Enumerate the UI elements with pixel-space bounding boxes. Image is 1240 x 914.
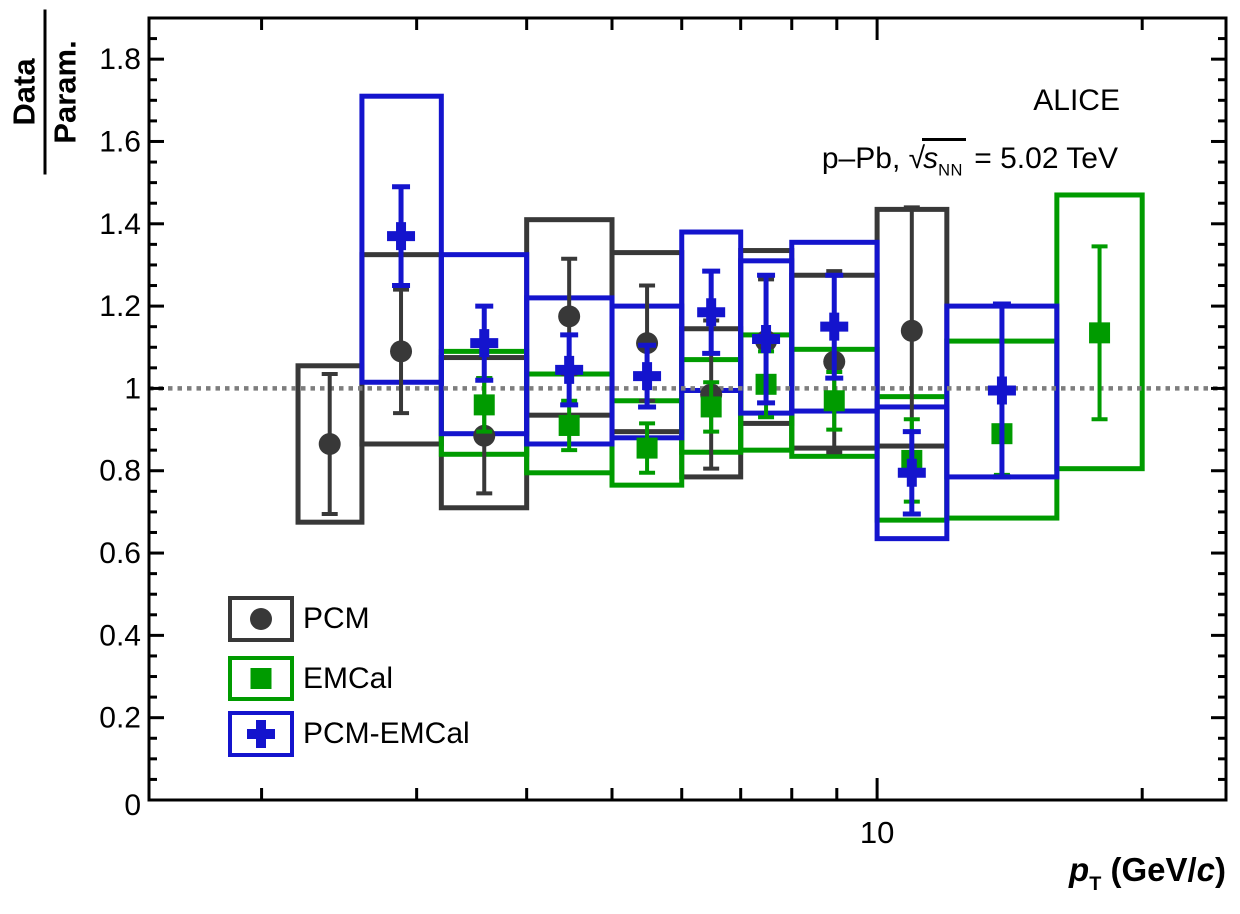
system-prefix: p–Pb, bbox=[821, 142, 909, 175]
cross-marker bbox=[555, 355, 584, 384]
y-axis-ticks: 0 0.2 0.4 0.6 0.8 1 1.2 1.4 1.6 1.8 bbox=[99, 16, 1226, 822]
x-tick-label: 10 bbox=[860, 815, 894, 850]
square-marker bbox=[558, 414, 580, 436]
y-tick-label: 0 bbox=[124, 789, 141, 822]
x-title-p: p bbox=[1069, 851, 1090, 888]
x-title-units-close: ) bbox=[1215, 851, 1226, 888]
x-title-units-open: (GeV/ bbox=[1101, 851, 1197, 888]
cross-marker bbox=[247, 720, 275, 748]
y-tick-label: 0.6 bbox=[99, 537, 141, 570]
y-axis-title-denominator: Param. bbox=[47, 40, 83, 144]
cross-marker bbox=[633, 362, 662, 391]
circle-marker bbox=[390, 340, 413, 363]
y-tick-label: 1.6 bbox=[99, 125, 141, 158]
cross-marker bbox=[752, 325, 781, 354]
square-marker bbox=[700, 396, 722, 418]
y-tick-label: 0.4 bbox=[99, 619, 141, 652]
cross-marker bbox=[470, 329, 499, 358]
square-marker bbox=[823, 390, 845, 412]
annotation-collision-system: p–Pb, √sNN = 5.02 TeV bbox=[822, 138, 1118, 180]
circle-marker bbox=[250, 608, 272, 630]
pcm-emcal-points bbox=[387, 184, 1016, 517]
sqrt-argument: sNN bbox=[922, 138, 966, 180]
square-marker bbox=[473, 394, 495, 416]
cross-marker bbox=[820, 312, 849, 341]
circle-marker bbox=[900, 319, 923, 342]
y-tick-label: 0.2 bbox=[99, 702, 141, 735]
square-marker bbox=[636, 437, 658, 459]
legend-swatch-box bbox=[228, 711, 294, 757]
x-title-c: c bbox=[1196, 851, 1215, 888]
y-axis-title: Data Param. bbox=[6, 9, 91, 175]
circle-marker bbox=[558, 305, 581, 328]
sqrt-s: s bbox=[923, 142, 939, 175]
y-tick-label: 1.2 bbox=[99, 290, 141, 323]
x-title-sub: T bbox=[1089, 872, 1102, 895]
y-axis-title-numerator: Data bbox=[6, 9, 47, 175]
x-axis-ticks: 10 bbox=[260, 18, 1144, 850]
legend-label-pcm-emcal: PCM-EMCal bbox=[303, 717, 470, 750]
y-tick-label: 1.8 bbox=[99, 43, 141, 76]
annotation-experiment: ALICE bbox=[1033, 84, 1120, 117]
sqrt-radical: √ bbox=[908, 142, 926, 175]
y-tick-label: 0.8 bbox=[99, 455, 141, 488]
legend-label-emcal: EMCal bbox=[303, 662, 394, 695]
system-suffix: = 5.02 TeV bbox=[965, 142, 1118, 175]
cross-marker bbox=[987, 376, 1016, 405]
square-marker bbox=[250, 668, 272, 689]
cross-marker bbox=[697, 298, 726, 327]
legend-label-pcm: PCM bbox=[303, 602, 370, 635]
circle-marker bbox=[318, 432, 341, 455]
cross-marker bbox=[897, 458, 926, 487]
legend-swatch-box bbox=[228, 656, 294, 701]
square-marker bbox=[1089, 322, 1111, 344]
y-tick-label: 1.4 bbox=[99, 208, 141, 241]
sqrt-s-subscript: NN bbox=[938, 161, 963, 180]
y-tick-label: 1 bbox=[124, 372, 141, 405]
legend-swatch-box bbox=[228, 596, 294, 642]
legend-swatches bbox=[228, 596, 294, 757]
cross-marker bbox=[387, 222, 416, 251]
x-axis-title: pT (GeV/c) bbox=[1069, 851, 1226, 896]
